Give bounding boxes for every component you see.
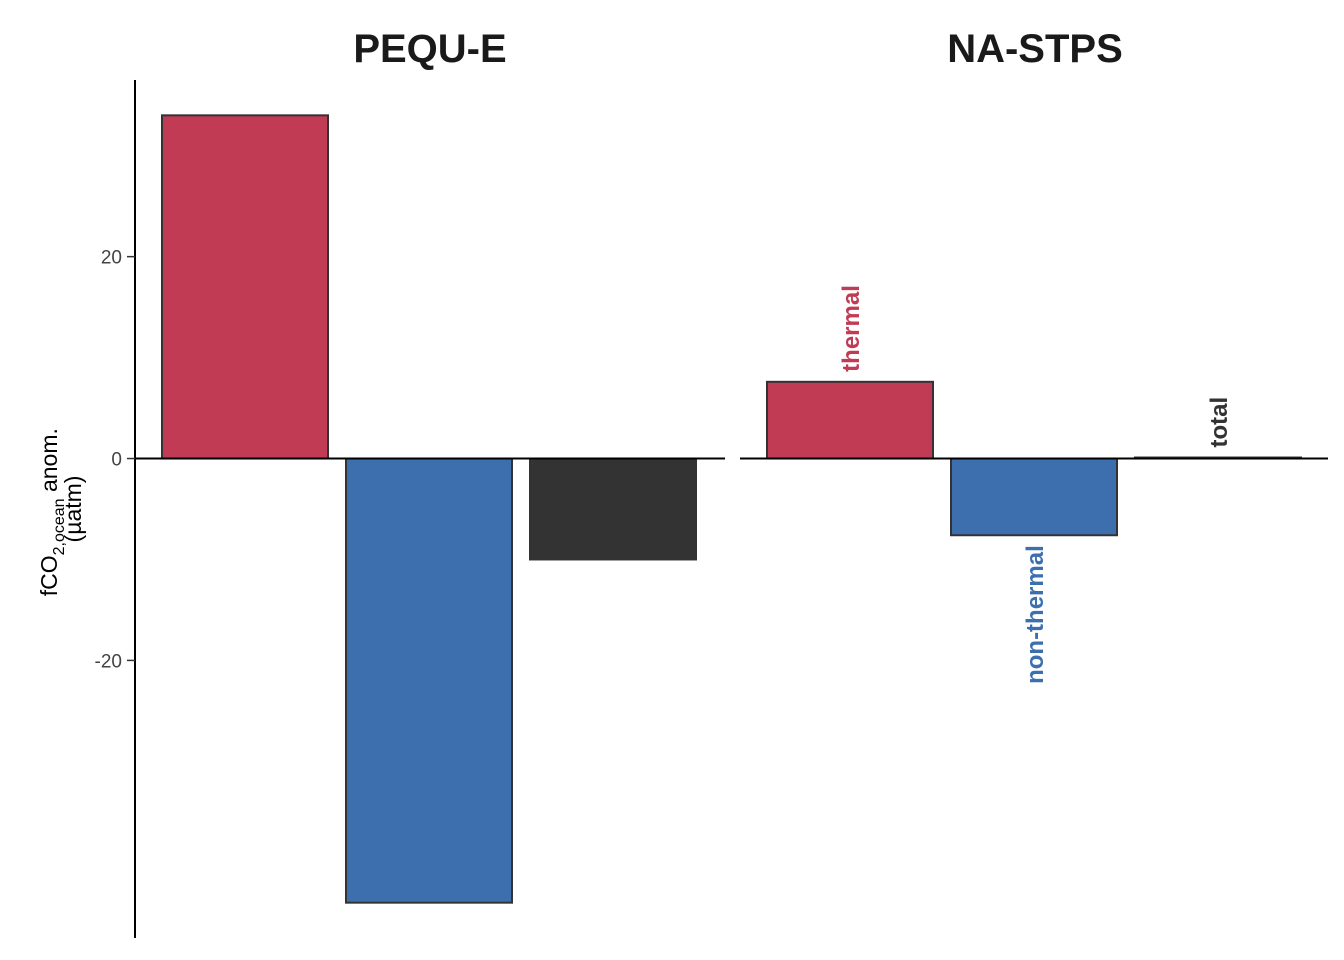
y-axis-label-sub2: ,ocean [51,498,68,546]
bar-non-thermal [950,457,1118,537]
y-tick-label: -20 [95,651,122,672]
y-axis-label-sub1: 2 [51,546,68,555]
y-axis-label: fCO2,ocean anom. (µatm) [36,422,86,597]
y-axis-label-unit: (µatm) [60,476,86,543]
facet-na-stps: NA-STPS thermal non-thermal total [740,27,1328,684]
facets: PEQU-E NA-STPS thermal non-thermal total [135,27,1328,904]
y-tick-label: 20 [101,248,122,269]
y-axis-label-rest: anom. [36,428,62,498]
bar-total [529,457,697,561]
facet-title: NA-STPS [947,27,1123,71]
facet-pequ-e: PEQU-E [135,27,725,904]
y-axis: 20 0 -20 [95,80,136,938]
bar-thermal [161,114,329,460]
y-tick-label: 0 [111,450,122,471]
bar-label-total: total [1206,397,1233,448]
facet-title: PEQU-E [353,27,506,71]
bar-non-thermal [345,457,513,904]
bar-thermal [766,380,934,460]
y-axis-label-main: fCO [36,555,62,596]
bar-label-thermal: thermal [838,285,865,372]
bar-label-non-thermal: non-thermal [1022,545,1049,684]
